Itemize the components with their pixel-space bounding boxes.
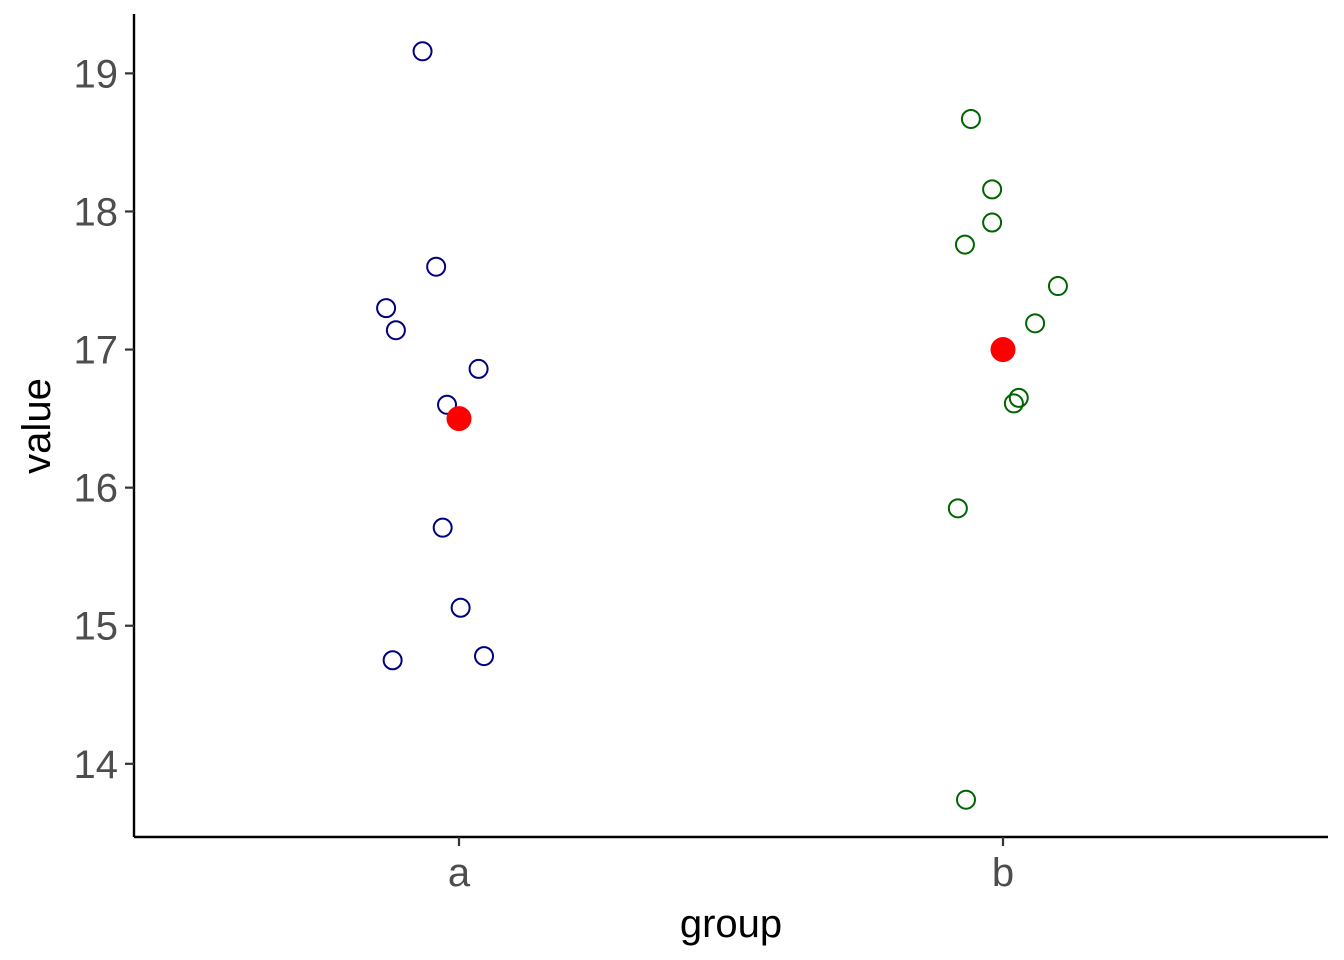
- data-point-b: [982, 212, 1003, 233]
- data-point-a: [382, 650, 403, 671]
- data-point-a: [450, 597, 471, 618]
- mean-point-b: [990, 337, 1016, 363]
- data-point-a: [426, 256, 447, 277]
- data-point-b: [960, 108, 981, 129]
- data-point-a: [432, 517, 453, 538]
- data-point-b: [956, 789, 977, 810]
- data-point-b: [947, 498, 968, 519]
- mean-point-a: [446, 406, 472, 432]
- data-point-b: [1025, 313, 1046, 334]
- y-tick-label: 19: [74, 52, 119, 96]
- x-tick-label: b: [992, 851, 1014, 895]
- data-point-b: [1047, 276, 1068, 297]
- axes: 14 15 16 17 18 19 a b: [74, 14, 1328, 895]
- data-point-a: [474, 646, 495, 667]
- data-points: [376, 41, 1068, 810]
- data-point-b: [954, 234, 975, 255]
- data-point-a: [376, 298, 397, 319]
- y-tick-label: 14: [74, 743, 119, 787]
- data-point-b: [1008, 387, 1029, 408]
- y-tick-label: 17: [74, 329, 119, 373]
- data-point-a: [412, 41, 433, 62]
- data-point-b: [1003, 393, 1024, 414]
- y-axis-title: value: [15, 378, 59, 474]
- data-point-a: [437, 394, 458, 415]
- data-point-a: [468, 358, 489, 379]
- y-tick-label: 18: [74, 190, 119, 234]
- mean-points: [446, 337, 1016, 432]
- y-tick-label: 16: [74, 467, 119, 511]
- y-tick-label: 15: [74, 605, 119, 649]
- x-axis-title: group: [680, 902, 782, 946]
- data-point-b: [982, 179, 1003, 200]
- x-tick-label: a: [448, 851, 471, 895]
- data-point-a: [385, 320, 406, 341]
